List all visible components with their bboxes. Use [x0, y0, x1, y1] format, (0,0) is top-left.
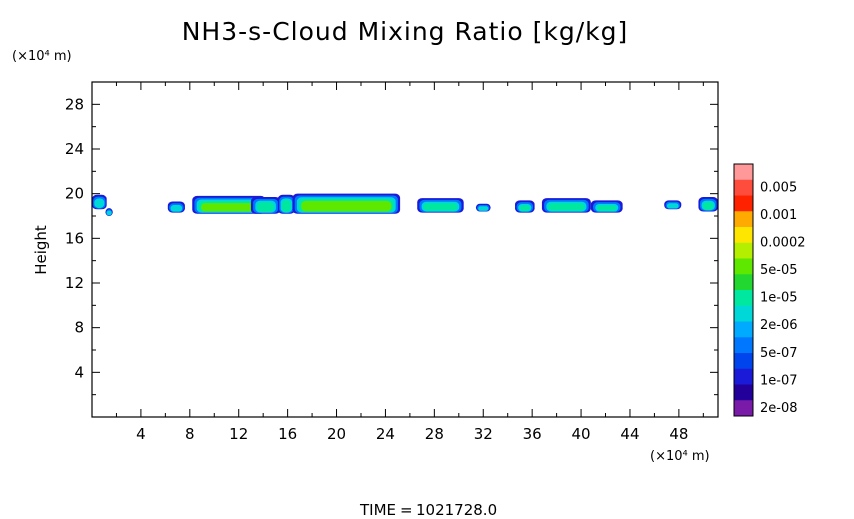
- colorbar-swatch: [734, 211, 753, 228]
- colorbar-swatch: [734, 179, 753, 196]
- cloud-cell: [277, 194, 295, 214]
- cloud-cell: [417, 198, 464, 213]
- time-equals: =: [400, 501, 413, 519]
- cloud-cell: [590, 200, 623, 213]
- colorbar-label: 2e-06: [760, 318, 798, 333]
- cloud-cell: [105, 208, 113, 216]
- x-tick-label: 48: [669, 425, 688, 443]
- cloud-band: [281, 200, 291, 212]
- time-label: TIME: [359, 501, 396, 519]
- colorbar: [733, 163, 754, 417]
- y-tick-label: 8: [74, 319, 84, 337]
- cloud-cell: [698, 197, 718, 212]
- colorbar-label: 0.005: [760, 181, 797, 196]
- colorbar-swatch: [734, 400, 753, 417]
- colorbar-frame: [733, 163, 754, 417]
- x-axis-ticks: 4 8 12 16 20 24 28 32 36 40 44 48: [115, 82, 704, 443]
- cloud-band: [94, 198, 105, 209]
- x-tick-label: 12: [229, 425, 248, 443]
- colorbar-swatch: [734, 274, 753, 291]
- colorbar-swatch: [734, 305, 753, 322]
- cloud-band: [106, 210, 112, 216]
- x-tick-label: 36: [523, 425, 542, 443]
- colorbar-label: 1e-05: [760, 291, 798, 306]
- cloud-band: [548, 203, 585, 211]
- time-value: 1021728.0: [416, 501, 497, 519]
- cloud-cell: [250, 197, 281, 214]
- x-tick-label: 4: [136, 425, 146, 443]
- colorbar-swatch: [734, 164, 753, 181]
- colorbar-labels: 0.005 0.001 0.0002 5e-05 1e-05 2e-06 5e-07 1e-0…: [760, 181, 806, 416]
- y-tick-label: 24: [65, 140, 84, 158]
- colorbar-label: 0.001: [760, 208, 797, 223]
- x-tick-label: 40: [572, 425, 591, 443]
- cloud-cell: [92, 194, 107, 210]
- cloud-band: [301, 200, 392, 212]
- chart-title: NH3-s-Cloud Mixing Ratio [kg/kg]: [182, 17, 629, 46]
- cloud-cell: [167, 201, 185, 213]
- colorbar-label: 1e-07: [760, 373, 798, 388]
- y-axis-ticks: 4 8 12 16 20 24 28: [65, 95, 718, 396]
- cloud-band: [423, 203, 458, 211]
- colorbar-label: 2e-08: [760, 401, 798, 416]
- cloud-band: [666, 203, 679, 209]
- cloud-cell: [292, 193, 401, 214]
- colorbar-swatch: [734, 195, 753, 212]
- x-tick-label: 24: [376, 425, 395, 443]
- cloud-cell: [192, 195, 266, 214]
- cloud-band: [703, 202, 714, 210]
- cloud-band: [519, 205, 530, 211]
- y-axis-label: Height: [32, 225, 50, 275]
- x-tick-label: 32: [474, 425, 493, 443]
- cloud-band: [478, 206, 489, 211]
- cloud-cell: [515, 200, 535, 213]
- y-tick-label: 16: [65, 229, 84, 247]
- cloud-field: [92, 193, 718, 216]
- y-unit-label: (×10⁴ m): [12, 49, 72, 64]
- colorbar-swatch: [734, 337, 753, 354]
- colorbar-swatch: [734, 353, 753, 370]
- colorbar-label: 5e-07: [760, 346, 798, 361]
- colorbar-swatch: [734, 290, 753, 307]
- colorbar-label: 0.0002: [760, 236, 806, 251]
- cloud-cell: [475, 203, 491, 212]
- plot-frame: [91, 81, 719, 418]
- cloud-band: [597, 205, 617, 211]
- x-tick-label: 16: [278, 425, 297, 443]
- x-tick-label: 44: [620, 425, 639, 443]
- cloud-band: [170, 205, 183, 212]
- cloud-band: [257, 202, 274, 212]
- colorbar-swatch: [734, 258, 753, 275]
- colorbar-swatch: [734, 368, 753, 385]
- colorbar-swatch: [734, 384, 753, 401]
- y-tick-label: 28: [65, 95, 84, 113]
- colorbar-swatch: [734, 227, 753, 244]
- colorbar-swatch: [734, 321, 753, 338]
- cloud-cell: [664, 200, 682, 210]
- y-tick-label: 20: [65, 185, 84, 203]
- y-tick-label: 12: [65, 274, 84, 292]
- x-tick-label: 28: [425, 425, 444, 443]
- cloud-band: [201, 203, 257, 212]
- y-tick-label: 4: [74, 363, 84, 381]
- cloud-cell: [541, 198, 591, 213]
- colorbar-swatch: [734, 242, 753, 259]
- x-tick-label: 8: [185, 425, 195, 443]
- colorbar-label: 5e-05: [760, 263, 798, 278]
- x-tick-label: 20: [327, 425, 346, 443]
- x-unit-label: (×10⁴ m): [650, 449, 710, 464]
